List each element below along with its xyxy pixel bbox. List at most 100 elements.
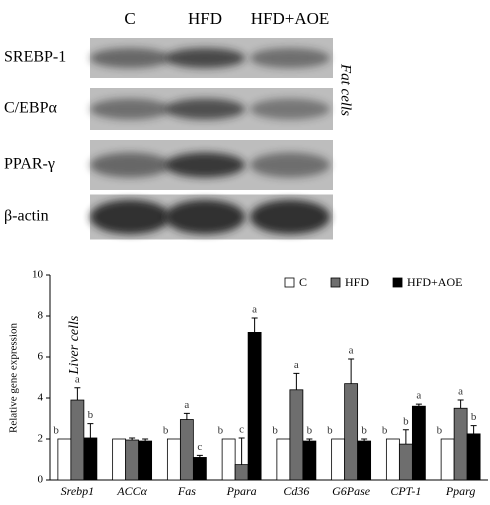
bar [166,438,181,481]
significance-letter: a [458,386,463,398]
error-bar [251,317,258,333]
fat-cells-label: Fat cells [338,63,354,116]
protein-label: PPAR-γ [4,156,55,173]
bar [247,331,262,481]
significance-letter: a [416,390,421,402]
y-tick-label: 4 [38,392,44,404]
band [90,152,170,178]
error-bar [238,437,245,465]
western-blot: C HFD HFD+AOE SREBP-1 C/EBPα PPAR-γ β-actin [4,9,333,240]
legend-swatch [330,277,341,288]
legend-label: HFD+AOE [407,275,462,289]
lane-label: HFD+AOE [251,9,330,28]
error-bar [361,438,368,442]
significance-letter: b [327,425,333,437]
x-tick-label: CPT-1 [390,484,421,498]
bar [234,464,249,481]
band [90,199,170,235]
significance-letter: b [403,415,409,427]
bar [192,457,207,481]
y-tick-label: 10 [32,269,44,281]
bar [83,437,98,481]
legend-label: HFD [345,275,369,289]
bar [398,443,413,481]
error-bar [348,358,355,384]
band [165,152,245,178]
error-bar [306,438,313,442]
error-bar [196,454,203,458]
y-tick-label: 0 [38,474,44,486]
bar [385,438,400,481]
band [250,199,330,235]
x-tick-label: ACCα [116,484,147,498]
legend-swatch [284,277,295,288]
bar [138,440,153,481]
bar [344,383,359,481]
protein-label: C/EBPα [4,100,57,117]
error-bar [142,438,149,442]
bar [289,389,304,481]
bar [221,438,236,481]
error-bar [457,399,464,409]
significance-letter: c [197,441,202,453]
bar [276,438,291,481]
lane-label: HFD [188,9,222,28]
bar [440,438,455,481]
band [165,199,245,235]
x-tick-label: Pparg [445,484,476,498]
y-tick-label: 6 [38,351,44,363]
significance-letter: b [53,425,59,437]
significance-letter: a [184,399,189,411]
y-tick-label: 8 [38,310,44,322]
band [90,98,170,120]
bar [57,438,72,481]
bar [179,419,194,481]
significance-letter: b [88,409,94,421]
y-tick-label: 2 [38,433,44,445]
significance-letter: b [163,425,169,437]
legend-label: C [299,275,307,289]
x-tick-label: Fas [177,484,196,498]
x-tick-label: Ppara [226,484,257,498]
bar [411,405,426,481]
protein-label: β-actin [4,208,49,225]
x-tick-label: G6Pase [332,484,371,498]
x-tick-label: Srebp1 [61,484,95,498]
significance-letter: a [349,345,354,357]
band [250,152,330,178]
significance-letter: b [272,425,278,437]
x-tick-label: Cd36 [283,484,309,498]
bar [302,440,317,481]
bar [70,399,85,481]
error-bar [183,412,190,420]
error-bar [470,425,477,434]
error-bar [415,403,422,407]
significance-letter: b [361,425,367,437]
legend-swatch [392,277,403,288]
band [165,98,245,120]
significance-letter: b [307,425,313,437]
liver-cells-label: Liver cells [67,315,82,375]
bar [112,438,127,481]
band [90,48,170,68]
bar [125,439,140,481]
error-bar [74,387,81,401]
y-axis-label: Relative gene expression [8,323,20,433]
band [250,98,330,120]
band [165,48,245,68]
error-bar [293,372,300,390]
lane-label: C [124,9,135,28]
significance-letter: a [252,304,257,316]
bar [357,440,372,481]
significance-letter: b [437,425,443,437]
significance-letter: b [382,425,388,437]
error-bar [87,423,94,438]
significance-letter: a [75,373,80,385]
protein-label: SREBP-1 [4,49,66,66]
significance-letter: b [471,411,477,423]
significance-letter: b [218,425,224,437]
bar [331,438,346,481]
band [250,48,330,68]
error-bar [402,429,409,445]
